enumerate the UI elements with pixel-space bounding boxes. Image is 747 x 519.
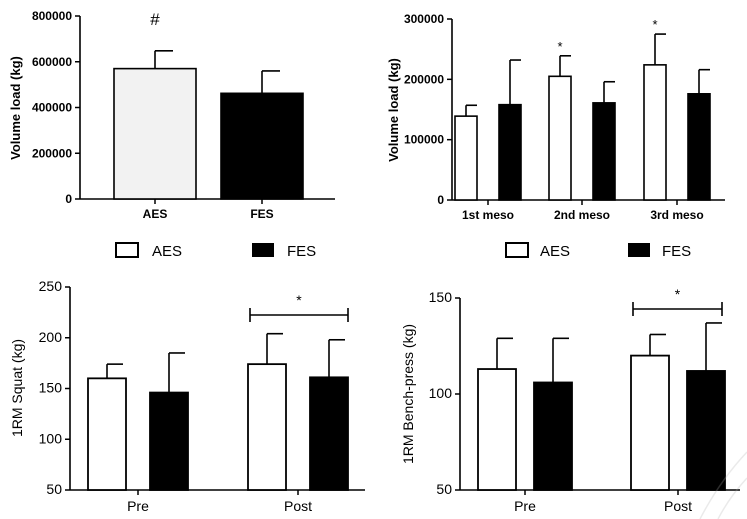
watermark-curve	[717, 477, 747, 519]
x-tick-label: FES	[250, 207, 273, 221]
legend-fes-swatch	[252, 243, 274, 257]
bar-aes	[247, 363, 287, 491]
bar-fes	[533, 381, 573, 491]
bar-aes	[477, 368, 517, 491]
y-tick-label: 100	[39, 430, 63, 446]
panel-d-1rm-bench-press: 1RM Bench-press (kg) 50 100 150 Pre Post *	[400, 286, 740, 514]
bar-fes	[687, 93, 711, 201]
significance-bracket: *	[632, 286, 723, 316]
panel-c-plot: 50 100 150 200 250 Pre Post *	[39, 278, 349, 514]
legend-aes-label: AES	[540, 243, 570, 260]
y-tick-label: 600000	[32, 55, 72, 69]
x-tick-label: AES	[143, 207, 168, 221]
annotation-hash: #	[150, 10, 160, 29]
y-tick-label: 0	[437, 193, 444, 207]
bar-fes	[309, 376, 349, 491]
bar-aes	[643, 64, 667, 201]
significance-asterisk: *	[557, 39, 562, 54]
legend-fes-label: FES	[662, 243, 691, 260]
x-tick-label: 2nd meso	[554, 208, 610, 222]
y-tick-label: 50	[436, 481, 452, 497]
y-tick-label: 100000	[404, 133, 444, 147]
bar-fes	[592, 102, 616, 201]
bar-aes	[548, 75, 572, 201]
y-tick-label: 100	[429, 385, 453, 401]
bar-fes	[220, 92, 304, 200]
y-tick-label: 300000	[404, 12, 444, 26]
legend-fes-label: FES	[287, 243, 316, 260]
panel-a-ylabel: Volume load (kg)	[8, 56, 23, 160]
y-tick-label: 200	[39, 329, 63, 345]
y-tick-label: 200000	[32, 146, 72, 160]
x-tick-label: Post	[664, 498, 692, 514]
bar-aes	[87, 377, 127, 491]
bar-aes	[454, 115, 478, 201]
x-tick-label: 3rd meso	[650, 208, 703, 222]
legend-aes-swatch	[115, 242, 139, 258]
legend-aes-swatch	[505, 242, 529, 258]
panel-b-plot: 0 100000 200000 300000 1st meso * 2nd meso * 3rd…	[404, 12, 711, 222]
panel-c-1rm-squat: 1RM Squat (kg) 50 100 150 200 250 Pre Post *	[9, 278, 365, 514]
significance-bracket: *	[249, 292, 349, 322]
y-tick-label: 50	[46, 481, 62, 497]
y-tick-label: 250	[39, 278, 63, 294]
x-tick-label: 1st meso	[462, 208, 514, 222]
bar-fes	[498, 103, 522, 201]
bar-aes	[630, 354, 670, 491]
significance-asterisk: *	[652, 17, 657, 32]
panel-a-plot: 0 200000 400000 600000 800000 # AES FES	[32, 9, 304, 221]
panel-b-ylabel: Volume load (kg)	[386, 58, 401, 162]
significance-asterisk: *	[296, 292, 302, 308]
panel-c-ylabel: 1RM Squat (kg)	[9, 339, 25, 437]
y-tick-label: 400000	[32, 101, 72, 115]
panel-b-volume-load-by-mesocycle: Volume load (kg) 0 100000 200000 300000 1st …	[386, 12, 725, 222]
significance-asterisk: *	[675, 286, 681, 302]
panel-d-plot: 50 100 150 Pre Post *	[429, 286, 726, 514]
x-tick-label: Pre	[127, 498, 149, 514]
legend-aes-label: AES	[152, 243, 182, 260]
panel-a-total-volume-load: Volume load (kg) 0 200000 400000 600000 8000…	[8, 9, 335, 221]
legend-top-left: AES FES	[115, 242, 316, 260]
legend-top-right: AES FES	[505, 242, 691, 260]
watermark-curve	[699, 451, 747, 519]
bar-fes	[149, 391, 189, 491]
y-tick-label: 200000	[404, 72, 444, 86]
corner-watermark	[699, 451, 747, 519]
y-tick-label: 800000	[32, 9, 72, 23]
y-tick-label: 150	[39, 380, 63, 396]
x-tick-label: Post	[284, 498, 312, 514]
bar-fes	[686, 370, 726, 491]
panel-d-ylabel: 1RM Bench-press (kg)	[400, 324, 416, 464]
legend-fes-swatch	[628, 243, 650, 257]
x-tick-label: Pre	[514, 498, 536, 514]
y-tick-label: 150	[429, 289, 453, 305]
bar-aes	[113, 67, 197, 200]
y-tick-label: 0	[65, 192, 72, 206]
